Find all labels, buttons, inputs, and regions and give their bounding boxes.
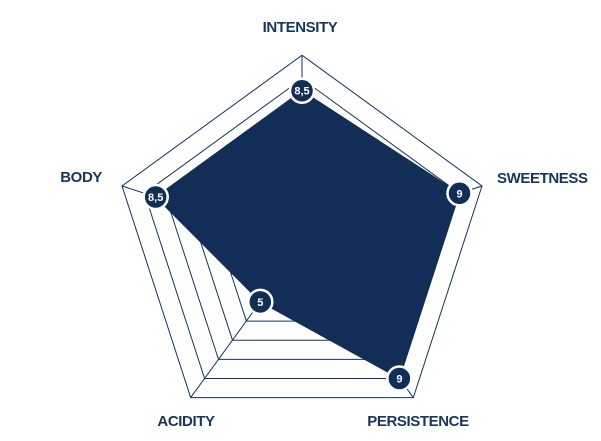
- grid-ring-9: [143, 78, 461, 379]
- grid-ring-10: [121, 54, 483, 399]
- data-value-body: 8,5: [148, 192, 163, 204]
- axis-label-intensity: INTENSITY: [262, 19, 338, 36]
- data-value-sweetness: 9: [456, 188, 462, 200]
- axis-label-body: BODY: [60, 169, 102, 186]
- data-point-intensity: [288, 77, 316, 104]
- data-point-sweetness: [446, 180, 473, 207]
- data-point-acidity: [247, 288, 274, 316]
- axis-label-sweetness: SWEETNESS: [497, 170, 588, 187]
- data-value-intensity: 8,5: [294, 86, 309, 98]
- data-area: [155, 90, 460, 379]
- axis-label-persistence: PERSISTENCE: [367, 413, 469, 430]
- data-point-body: [142, 183, 169, 211]
- axis-label-acidity: ACIDITY: [157, 413, 215, 430]
- data-value-persistence: 9: [396, 374, 402, 386]
- data-value-acidity: 5: [257, 297, 263, 309]
- data-point-persistence: [386, 365, 413, 392]
